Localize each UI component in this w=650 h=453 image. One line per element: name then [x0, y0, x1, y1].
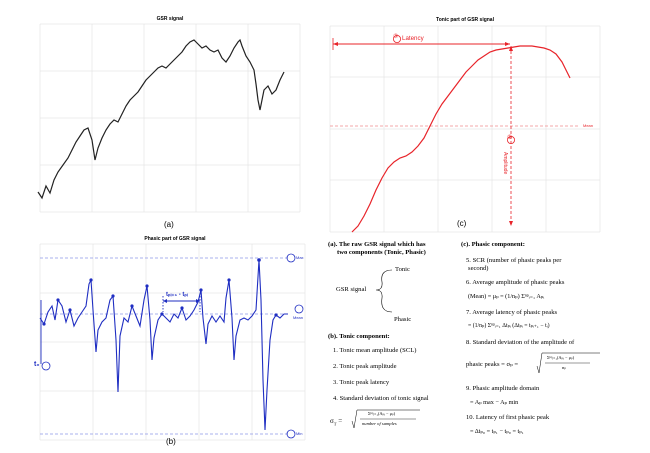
phasic-peak-marker	[180, 306, 184, 310]
tree-branch-phasic: Phasic	[394, 316, 412, 323]
tree-branch-tonic: Tonic	[395, 266, 410, 273]
phasic-item-8-line2: phasic peaks = σₚ =	[466, 361, 519, 368]
sigma-t-formula: σT =	[330, 417, 343, 427]
tonic-item-2: 2. Tonic peak amplitude	[333, 363, 397, 370]
phasic-peak-marker	[160, 312, 164, 316]
tonic-item-3: 3. Tonic peak latency	[333, 379, 390, 386]
latency-badge: ③	[393, 34, 399, 40]
panel-c-caption: (c)	[457, 219, 467, 228]
phasic-max-label: Max	[296, 255, 304, 260]
tonic-item-4: 4. Standard deviation of tonic signal	[333, 395, 429, 402]
phasic-peak-marker	[89, 278, 93, 282]
phasic-peak-marker	[199, 288, 203, 292]
legend-a-heading-2: two components (Tonic, Phasic)	[337, 249, 426, 256]
tree-root: GSR signal	[336, 286, 367, 293]
phasic-min-label: Min	[296, 431, 303, 436]
t0-label: t₀	[34, 361, 40, 368]
phasic-peak-marker	[227, 278, 231, 282]
panel-b-caption: (b)	[166, 437, 176, 446]
phasic-item-7-formula: = (1/nₚ) Σⁿᵖᵢ₌₁ Δtₚᵢ (Δtₚᵢ = tₚᵢ₊₁ − tᵢ)	[468, 323, 550, 329]
phasic-item-6-formula: (Mean) = μₚ = (1/nₚ) Σⁿᵖᵢ₌₁ Aₚᵢ	[468, 293, 545, 300]
phasic-peak-marker	[56, 298, 60, 302]
legend-b-heading: (b). Tonic component:	[328, 333, 390, 340]
gsr-raw-signal	[37, 38, 285, 200]
latency-label: Latency	[402, 35, 424, 42]
phasic-item-9-formula: = Aₚ max − Aₚ min	[470, 399, 519, 406]
phasic-mean-label: Mean	[293, 315, 304, 320]
panel-c-title: Tonic part of GSR signal	[436, 17, 494, 23]
phasic-item-9: 9. Phasic amplitude domain	[466, 385, 540, 392]
interval-label: tₚᵢ₊₁ - tₚᵢ	[166, 292, 188, 298]
phasic-peak-marker	[257, 258, 261, 262]
phasic-item-6: 6. Average amplitude of phasic peaks	[466, 279, 565, 286]
sigma-t-numerator: Σⁿᵖᵢ₌₁(Aₚᵢ − μₚ)	[368, 411, 396, 416]
phasic-peak-marker	[42, 322, 46, 326]
phasic-item-8-line1: 8. Standard deviation of the amplitude o…	[466, 339, 575, 346]
phasic-item-10: 10. Latency of first phasic peak	[466, 414, 550, 421]
sigma-p-denominator: nₚ	[562, 365, 567, 370]
phasic-peak-marker	[111, 294, 115, 298]
panel-a-title: GSR signal	[156, 16, 184, 22]
legend-a-heading-1: (a). The raw GSR signal which has	[328, 241, 426, 248]
phasic-item-7: 7. Average latency of phasic peaks	[466, 309, 558, 316]
tonic-item-1: 1. Tonic mean amplitude (SCL)	[333, 347, 417, 354]
sigma-p-numerator: Σⁿᵖᵢ₌₁(Aₚᵢ − μₚ)	[547, 355, 575, 360]
phasic-item-5-line2: second)	[468, 265, 489, 272]
phasic-signal	[39, 259, 288, 431]
amplitude-badge: ②	[507, 135, 513, 141]
tonic-mean-label: Mean	[583, 123, 594, 128]
phasic-item-10-formula: = Δtₚ₀ = tₚ₁ − tₚ₀ = tₚ₁	[470, 428, 524, 435]
phasic-item-5-line1: 5. SCR (number of phasic peaks per	[466, 257, 562, 264]
phasic-peak-marker	[68, 308, 72, 312]
legend-c-heading: (c). Phasic component:	[461, 241, 525, 248]
panel-b-title: Phasic part of GSR signal	[144, 236, 206, 242]
phasic-peak-marker	[130, 304, 134, 308]
sigma-t-denominator: number of samples	[362, 421, 397, 426]
tonic-signal	[351, 45, 571, 233]
panel-a-caption: (a)	[164, 220, 174, 229]
phasic-peak-marker	[145, 284, 149, 288]
phasic-peak-marker	[274, 313, 278, 317]
